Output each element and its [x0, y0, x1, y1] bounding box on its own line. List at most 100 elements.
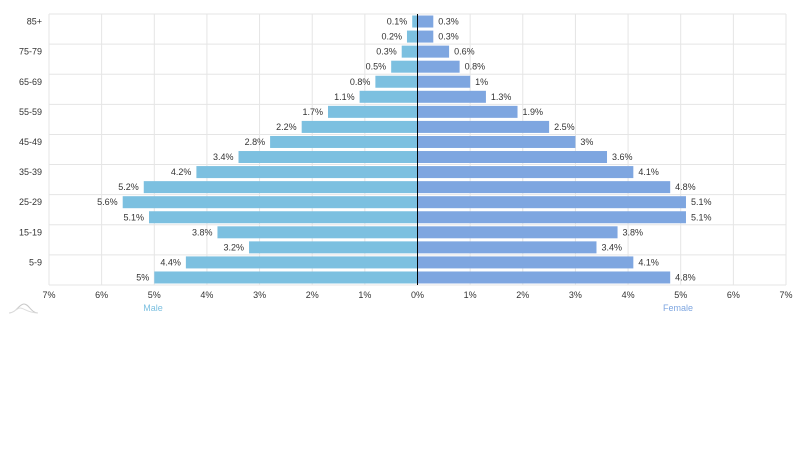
male-value-label: 4.2% [171, 167, 192, 177]
y-tick-label: 55-59 [19, 107, 42, 117]
y-axis-ticks: 85+ 75-79 65-69 55-59 45-49 35-39 25-29 15-19 5-… [19, 17, 42, 268]
male-bar [154, 271, 418, 284]
male-bar [143, 181, 418, 194]
female-value-label: 4.1% [638, 257, 659, 267]
y-tick-label: 15-19 [19, 227, 42, 237]
male-bar [122, 196, 418, 209]
male-value-label: 0.2% [381, 32, 402, 42]
female-value-label: 0.3% [438, 17, 459, 27]
x-tick-label: 6% [727, 290, 740, 300]
male-bar [359, 90, 418, 103]
female-bar [417, 15, 434, 28]
female-axis-label: Female [663, 303, 693, 313]
male-value-label: 2.2% [276, 122, 297, 132]
y-tick-label: 65-69 [19, 77, 42, 87]
male-value-label: 1.1% [334, 92, 355, 102]
female-value-label: 4.8% [675, 272, 696, 282]
male-bar [301, 120, 418, 133]
male-value-label: 1.7% [302, 107, 323, 117]
female-bar [417, 166, 634, 179]
male-value-label: 5.2% [118, 182, 139, 192]
x-tick-label: 2% [516, 290, 529, 300]
male-bar [217, 226, 418, 239]
female-value-label: 0.8% [465, 62, 486, 72]
female-value-label: 5.1% [691, 197, 712, 207]
female-bar [417, 60, 460, 73]
male-bar [401, 45, 418, 58]
x-tick-label: 5% [674, 290, 687, 300]
male-bar [249, 241, 418, 254]
female-value-label: 3.4% [601, 242, 622, 252]
x-tick-label: 7% [779, 290, 792, 300]
female-bar [417, 151, 608, 164]
y-tick-label: 5-9 [29, 257, 42, 267]
female-bar [417, 45, 450, 58]
bars [122, 15, 686, 284]
male-bar [328, 105, 418, 118]
female-bar [417, 196, 686, 209]
female-value-label: 0.6% [454, 47, 475, 57]
chart-logo-icon [8, 303, 39, 314]
male-value-label: 4.4% [160, 257, 181, 267]
female-value-label: 2.5% [554, 122, 575, 132]
x-tick-label: 7% [42, 290, 55, 300]
female-bar [417, 30, 434, 43]
male-bar [391, 60, 418, 73]
male-bar [196, 166, 418, 179]
female-bar [417, 105, 518, 118]
female-bar [417, 135, 576, 148]
male-bar [238, 151, 418, 164]
male-value-label: 0.5% [366, 62, 387, 72]
x-tick-label: 0% [411, 290, 424, 300]
female-bar [417, 181, 671, 194]
female-value-label: 3.8% [623, 227, 644, 237]
male-value-label: 3.2% [224, 242, 245, 252]
female-value-label: 4.8% [675, 182, 696, 192]
data-labels: 0.1% 0.3%0.2% 0.3%0.3% 0.6%0.5% 0.8%0.8% 1%1.… [97, 17, 711, 283]
male-bar [185, 256, 418, 269]
y-tick-label: 75-79 [19, 47, 42, 57]
female-value-label: 4.1% [638, 167, 659, 177]
female-bar [417, 256, 634, 269]
x-tick-label: 5% [148, 290, 161, 300]
female-value-label: 3.6% [612, 152, 633, 162]
male-value-label: 0.1% [387, 17, 408, 27]
female-value-label: 1.9% [523, 107, 544, 117]
female-value-label: 1% [475, 77, 488, 87]
female-bar [417, 241, 597, 254]
male-bar [270, 135, 418, 148]
x-tick-label: 2% [306, 290, 319, 300]
male-value-label: 5.1% [124, 212, 145, 222]
x-tick-label: 1% [464, 290, 477, 300]
male-bar [412, 15, 418, 28]
female-value-label: 5.1% [691, 212, 712, 222]
female-value-label: 1.3% [491, 92, 512, 102]
y-tick-label: 85+ [27, 17, 42, 27]
female-value-label: 0.3% [438, 32, 459, 42]
male-bar [375, 75, 418, 88]
male-value-label: 5% [136, 272, 149, 282]
y-tick-label: 45-49 [19, 137, 42, 147]
male-value-label: 0.3% [376, 47, 397, 57]
x-tick-label: 1% [358, 290, 371, 300]
x-tick-label: 3% [253, 290, 266, 300]
male-bar [149, 211, 418, 224]
male-axis-label: Male [143, 303, 163, 313]
female-bar [417, 226, 618, 239]
x-tick-label: 6% [95, 290, 108, 300]
male-value-label: 3.4% [213, 152, 234, 162]
x-axis-ticks: 7% 6% 5% 4% 3% 2% 1% 0% 1% 2% 3% 4% 5% 6% 7% [42, 290, 792, 300]
female-bar [417, 75, 471, 88]
female-value-label: 3% [580, 137, 593, 147]
male-value-label: 5.6% [97, 197, 118, 207]
x-tick-label: 3% [569, 290, 582, 300]
x-tick-label: 4% [200, 290, 213, 300]
female-bar [417, 90, 486, 103]
female-bar [417, 211, 686, 224]
x-tick-label: 4% [622, 290, 635, 300]
male-value-label: 2.8% [245, 137, 266, 147]
female-bar [417, 120, 550, 133]
male-bar [406, 30, 418, 43]
y-tick-label: 35-39 [19, 167, 42, 177]
